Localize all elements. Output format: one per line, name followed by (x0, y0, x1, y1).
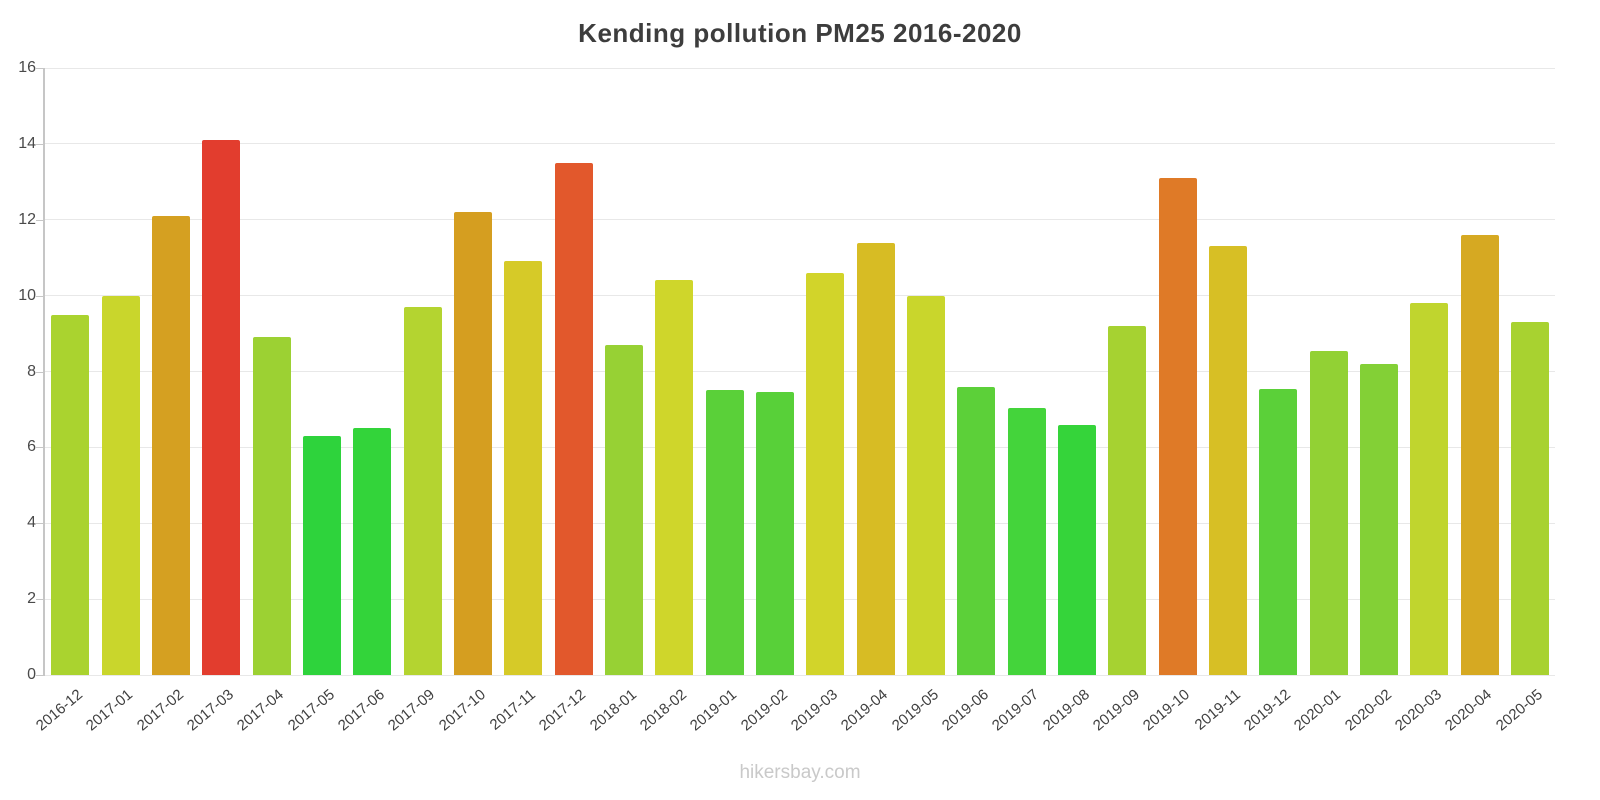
y-tick-mark-12 (36, 219, 43, 221)
x-axis-label-2019-05: 2019-05 (888, 686, 942, 735)
gridline-y-2 (45, 598, 1555, 600)
bar-2020-02[interactable] (1359, 363, 1398, 675)
bar-2017-12[interactable] (554, 162, 593, 675)
x-axis-label-2019-02: 2019-02 (737, 686, 791, 735)
x-axis-label-2019-06: 2019-06 (938, 686, 993, 735)
bar-2019-04[interactable] (856, 242, 895, 675)
bar-2019-07[interactable] (1007, 407, 1046, 675)
x-axis-label-2017-03: 2017-03 (183, 686, 238, 735)
chart-title: Kending pollution PM25 2016-2020 (578, 18, 1022, 48)
bar-2017-02[interactable] (151, 215, 190, 675)
x-axis-label-2017-05: 2017-05 (284, 686, 338, 735)
x-axis-label-2017-01: 2017-01 (83, 686, 137, 735)
x-axis-label-2019-10: 2019-10 (1140, 686, 1194, 735)
bar-2020-01[interactable] (1309, 350, 1348, 675)
x-axis-label-2019-04: 2019-04 (838, 686, 892, 735)
plot-area (45, 67, 1555, 676)
y-axis-label-16: 16 (18, 59, 36, 76)
bar-2019-10[interactable] (1158, 178, 1197, 675)
gridline-y-14 (45, 143, 1555, 145)
x-axis-label-2019-09: 2019-09 (1089, 686, 1144, 735)
x-axis-label-2017-12: 2017-12 (536, 686, 590, 735)
y-tick-mark-10 (36, 295, 43, 297)
bar-2019-11[interactable] (1208, 246, 1247, 675)
y-tick-mark-2 (36, 599, 43, 601)
x-axis-label-2020-01: 2020-01 (1291, 686, 1345, 735)
bar-2019-02[interactable] (755, 392, 794, 675)
bar-2020-05[interactable] (1510, 322, 1549, 675)
y-tick-mark-14 (36, 143, 43, 145)
y-tick-mark-4 (36, 523, 43, 525)
gridline-y-6 (45, 446, 1555, 448)
x-axis-label-2020-03: 2020-03 (1391, 686, 1446, 735)
x-axis-label-2017-06: 2017-06 (334, 686, 389, 735)
gridline-y-10 (45, 295, 1555, 297)
x-axis-label-2019-08: 2019-08 (1039, 686, 1093, 735)
gridline-y-16 (45, 67, 1555, 69)
bar-2019-03[interactable] (806, 272, 845, 675)
bar-2019-08[interactable] (1057, 424, 1096, 675)
x-axis-label-2019-03: 2019-03 (787, 686, 842, 735)
y-axis-label-14: 14 (18, 134, 36, 152)
bar-2016-12[interactable] (51, 314, 90, 675)
gridline-y-0 (45, 674, 1555, 676)
bar-2018-02[interactable] (655, 280, 694, 675)
x-axis-label-2019-07: 2019-07 (989, 686, 1043, 735)
bar-2018-01[interactable] (604, 344, 643, 675)
bar-2017-09[interactable] (403, 307, 442, 675)
y-axis-label-10: 10 (18, 286, 36, 304)
x-axis-label-2017-11: 2017-11 (486, 686, 540, 734)
bar-2017-01[interactable] (101, 295, 140, 675)
bar-2020-04[interactable] (1460, 234, 1499, 675)
x-axis-label-2020-02: 2020-02 (1341, 686, 1395, 735)
y-tick-mark-16 (36, 68, 43, 69)
y-axis-label-0: 0 (27, 666, 36, 683)
bar-2017-03[interactable] (202, 140, 241, 675)
y-axis-label-6: 6 (27, 438, 36, 456)
y-axis-label-8: 8 (27, 362, 36, 380)
y-axis-label-4: 4 (27, 514, 36, 532)
y-axis-label-2: 2 (27, 590, 36, 608)
y-axis-label-12: 12 (18, 210, 36, 228)
x-axis-label-2017-10: 2017-10 (435, 686, 489, 735)
gridline-y-4 (45, 522, 1555, 524)
bar-2020-03[interactable] (1410, 303, 1449, 675)
y-tick-mark-6 (36, 447, 43, 449)
bar-2017-05[interactable] (302, 436, 341, 675)
bar-2017-11[interactable] (504, 261, 543, 675)
x-axis-label-2019-11: 2019-11 (1191, 686, 1244, 734)
bar-2017-06[interactable] (353, 428, 392, 675)
x-axis-label-2016-12: 2016-12 (32, 686, 87, 735)
bar-2017-10[interactable] (453, 212, 492, 675)
bar-2019-06[interactable] (957, 386, 996, 675)
gridline-y-8 (45, 371, 1555, 372)
x-axis-label-2020-05: 2020-05 (1492, 686, 1546, 735)
x-axis-label-2017-04: 2017-04 (234, 686, 288, 735)
bar-2017-04[interactable] (252, 337, 291, 675)
bar-2019-12[interactable] (1259, 388, 1298, 675)
bar-2019-01[interactable] (705, 390, 744, 675)
y-tick-mark-0 (36, 675, 43, 676)
y-tick-mark-8 (36, 371, 43, 373)
y-axis (43, 68, 45, 676)
x-axis-label-2017-09: 2017-09 (385, 686, 439, 735)
bar-2019-09[interactable] (1108, 325, 1147, 675)
x-axis-label-2017-02: 2017-02 (133, 686, 187, 735)
watermark: hikersbay.com (739, 762, 861, 783)
x-axis-label-2018-01: 2018-01 (586, 686, 640, 735)
x-axis-label-2018-02: 2018-02 (636, 686, 691, 735)
x-axis-label-2020-04: 2020-04 (1442, 686, 1496, 735)
gridline-y-12 (45, 219, 1555, 221)
x-axis-label-2019-12: 2019-12 (1240, 686, 1295, 735)
bar-2019-05[interactable] (906, 295, 945, 675)
x-axis-label-2019-01: 2019-01 (687, 686, 741, 735)
